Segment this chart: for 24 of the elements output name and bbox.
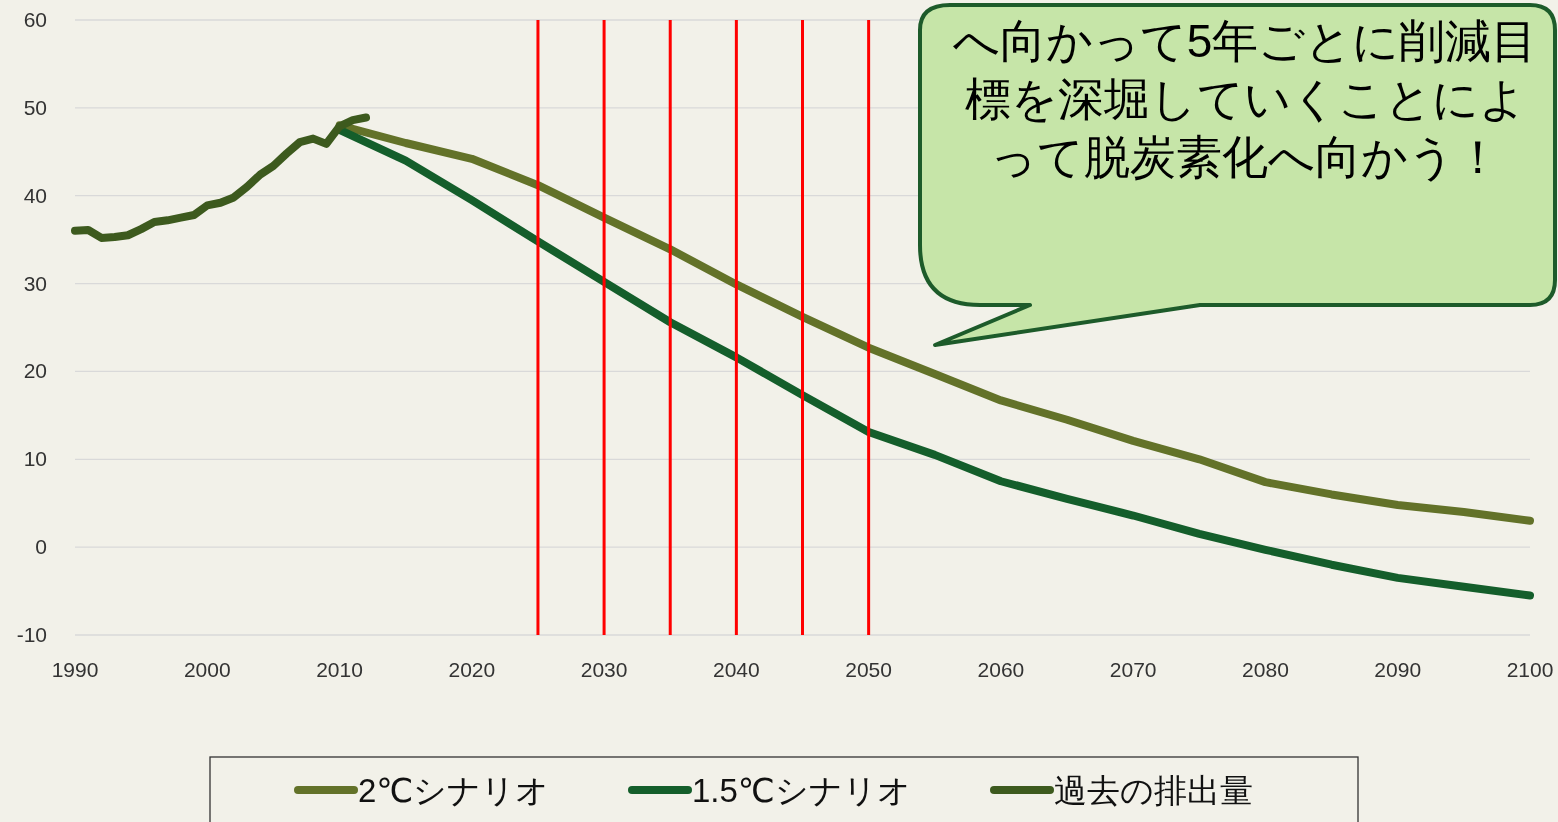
y-tick-label: 30 — [23, 271, 47, 295]
y-tick-label: 20 — [23, 359, 47, 383]
x-tick-label: 1990 — [51, 658, 99, 681]
legend-label: 過去の排出量 — [1054, 772, 1253, 809]
x-tick-label: 2100 — [1506, 658, 1554, 681]
y-tick-label: 10 — [23, 447, 47, 471]
x-tick-label: 2020 — [448, 658, 496, 681]
legend-label: 1.5℃シナリオ — [692, 772, 911, 809]
annotation: へ向かって5年ごとに削減目標を深堀していくことによって脱炭素化へ向かう！ — [951, 14, 1539, 185]
x-tick-label: 2070 — [1109, 658, 1157, 681]
y-tick-label: 60 — [23, 8, 47, 31]
x-tick-label: 2010 — [316, 658, 363, 681]
y-tick-label: 50 — [23, 95, 47, 119]
x-tick-label: 2000 — [183, 658, 231, 681]
x-tick-label: 2030 — [580, 658, 628, 681]
x-tick-label: 2090 — [1374, 658, 1422, 681]
y-tick-label: 40 — [23, 183, 47, 207]
x-tick-label: 2080 — [1242, 658, 1289, 681]
y-tick-label: -10 — [16, 623, 47, 646]
legend-label: 2℃シナリオ — [358, 772, 550, 809]
x-tick-label: 2050 — [845, 658, 892, 681]
y-tick-label: 0 — [35, 535, 47, 559]
x-tick-label: 2060 — [977, 658, 1025, 681]
x-tick-label: 2040 — [713, 658, 760, 681]
